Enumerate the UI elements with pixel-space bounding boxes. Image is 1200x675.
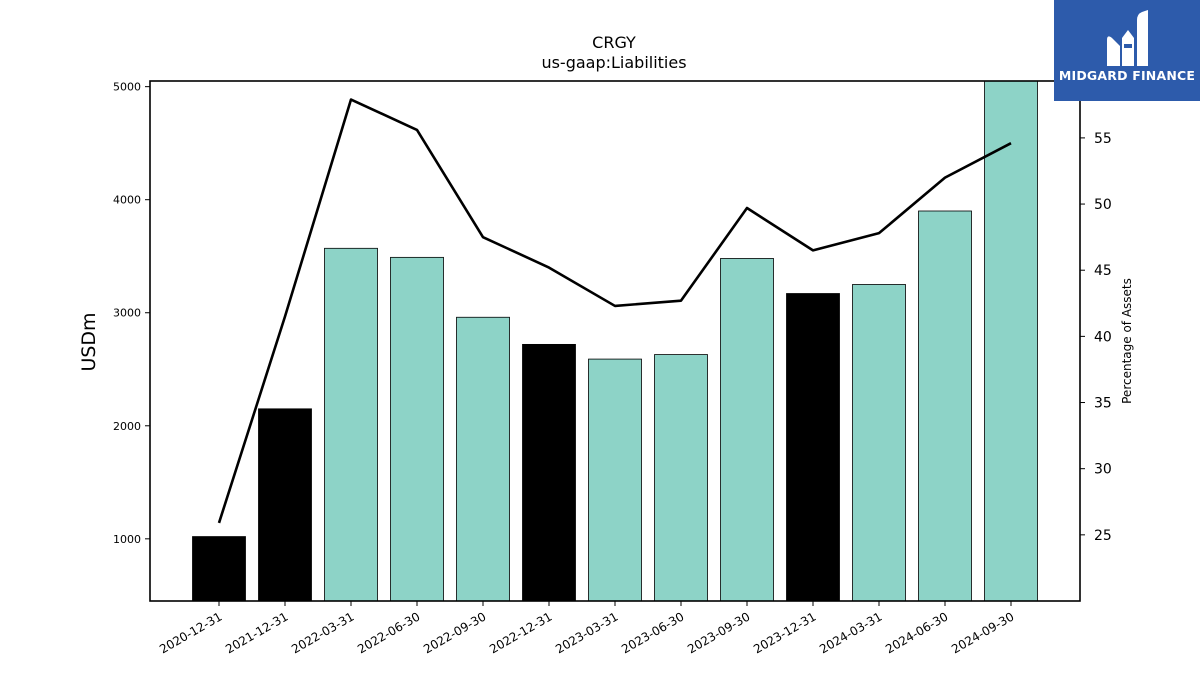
y2-axis-label: Percentage of Assets bbox=[1120, 278, 1134, 404]
y-tick-label: 2000 bbox=[113, 420, 141, 433]
logo-mark-icon bbox=[1107, 10, 1148, 66]
y-tick-label: 1000 bbox=[113, 533, 141, 546]
y2-tick-label: 55 bbox=[1094, 131, 1112, 147]
bar bbox=[192, 536, 246, 602]
y-tick-label: 3000 bbox=[113, 307, 141, 320]
chart-subtitle: us-gaap:Liabilities bbox=[541, 53, 686, 72]
y-tick-label: 4000 bbox=[113, 194, 141, 207]
bar bbox=[456, 316, 510, 602]
y2-tick-label: 30 bbox=[1094, 462, 1112, 478]
bar bbox=[654, 354, 708, 602]
bar bbox=[852, 284, 906, 602]
bar bbox=[522, 343, 576, 602]
y2-tick-label: 50 bbox=[1094, 197, 1112, 213]
bar bbox=[324, 247, 378, 602]
bar bbox=[786, 293, 840, 602]
bar bbox=[588, 358, 642, 602]
line-series bbox=[217, 98, 1012, 524]
bar bbox=[720, 258, 774, 602]
y-tick-label: 5000 bbox=[113, 81, 141, 94]
percentage-line bbox=[217, 98, 1012, 524]
x-tick-label: 2023-03-31 bbox=[553, 609, 620, 656]
chart-title: CRGY bbox=[592, 33, 636, 52]
y2-tick-label: 35 bbox=[1094, 396, 1112, 412]
logo-text: MIDGARD FINANCE bbox=[1058, 68, 1196, 83]
bar bbox=[390, 256, 444, 602]
x-tick-label: 2022-06-30 bbox=[355, 609, 422, 656]
bar bbox=[258, 408, 312, 602]
x-tick-label: 2021-12-31 bbox=[223, 609, 290, 656]
bar-series bbox=[192, 80, 1038, 602]
y-axis-label: USDm bbox=[78, 312, 100, 371]
brand-logo: MIDGARD FINANCE bbox=[1054, 0, 1200, 101]
x-tick-label: 2022-09-30 bbox=[421, 609, 488, 656]
x-tick-label: 2022-12-31 bbox=[487, 609, 554, 656]
y2-tick-label: 25 bbox=[1094, 528, 1112, 544]
x-tick-label: 2024-09-30 bbox=[949, 609, 1016, 656]
x-tick-label: 2024-06-30 bbox=[883, 609, 950, 656]
x-tick-label: 2023-09-30 bbox=[685, 609, 752, 656]
x-tick-label: 2022-03-31 bbox=[289, 609, 356, 656]
x-tick-label: 2023-06-30 bbox=[619, 609, 686, 656]
x-tick-label: 2023-12-31 bbox=[751, 609, 818, 656]
y2-tick-label: 40 bbox=[1094, 329, 1112, 345]
bar bbox=[918, 210, 972, 602]
y2-tick-label: 45 bbox=[1094, 263, 1112, 279]
x-tick-label: 2024-03-31 bbox=[817, 609, 884, 656]
x-tick-label: 2020-12-31 bbox=[157, 609, 224, 656]
bar bbox=[984, 80, 1038, 602]
